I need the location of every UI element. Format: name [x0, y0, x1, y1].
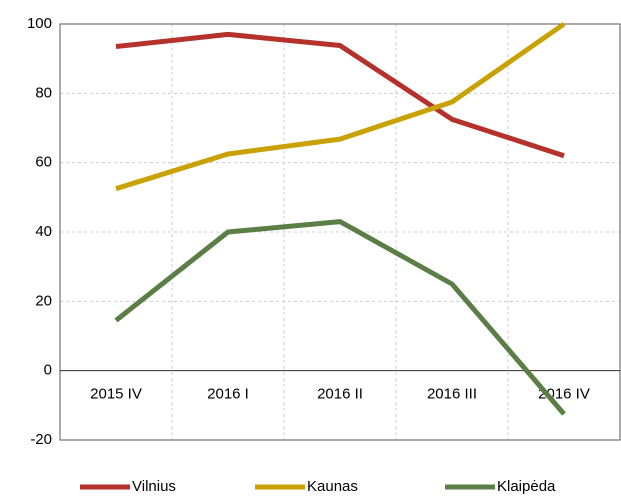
x-tick-label: 2016 I [207, 386, 249, 403]
y-tick-label: -20 [30, 431, 52, 448]
y-tick-label: 40 [35, 223, 52, 240]
legend-label: Vilnius [132, 478, 176, 495]
y-tick-label: 60 [35, 154, 52, 171]
legend-label: Klaipėda [497, 478, 556, 495]
plot-frame [59, 23, 621, 441]
line-series [115, 21, 566, 192]
y-tick-label: 20 [35, 292, 52, 309]
line-series [115, 31, 565, 159]
x-tick-label: 2015 IV [90, 386, 142, 403]
x-tick-label: 2016 II [317, 386, 363, 403]
y-tick-label: 0 [44, 362, 52, 379]
y-tick-label: 80 [35, 84, 52, 101]
x-tick-label: 2016 III [427, 386, 477, 403]
line-series [114, 219, 566, 416]
y-tick-label: 100 [27, 15, 52, 32]
legend-label: Kaunas [307, 478, 358, 495]
